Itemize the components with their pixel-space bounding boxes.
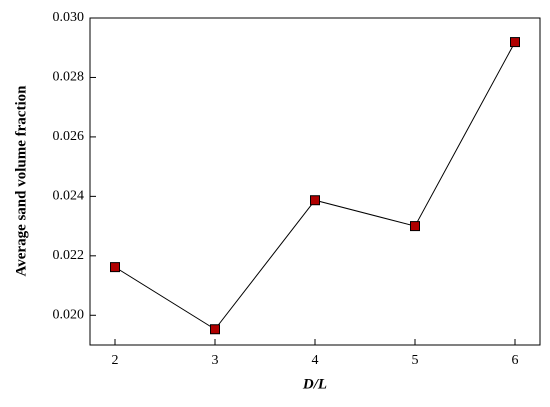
x-axis-title: D/L [302, 376, 327, 392]
marker [110, 262, 120, 273]
y-tick-label: 0.028 [53, 70, 85, 85]
marker [410, 221, 420, 232]
x-tick-label: 3 [212, 353, 219, 368]
marker [210, 324, 220, 335]
marker [310, 195, 320, 206]
y-tick-label: 0.020 [53, 307, 85, 322]
x-tick-label: 6 [512, 353, 519, 368]
x-tick-label: 5 [412, 353, 419, 368]
y-axis-title: Average sand volume fraction [13, 85, 29, 277]
plot-frame [89, 17, 541, 346]
y-tick-label: 0.026 [53, 129, 85, 144]
x-tick-label: 2 [112, 353, 119, 368]
y-tick-label: 0.030 [53, 10, 85, 25]
y-tick-label: 0.022 [53, 248, 85, 263]
marker [510, 37, 520, 48]
y-tick-label: 0.024 [53, 189, 85, 204]
x-tick-label: 4 [312, 353, 319, 368]
series-line [114, 41, 516, 330]
